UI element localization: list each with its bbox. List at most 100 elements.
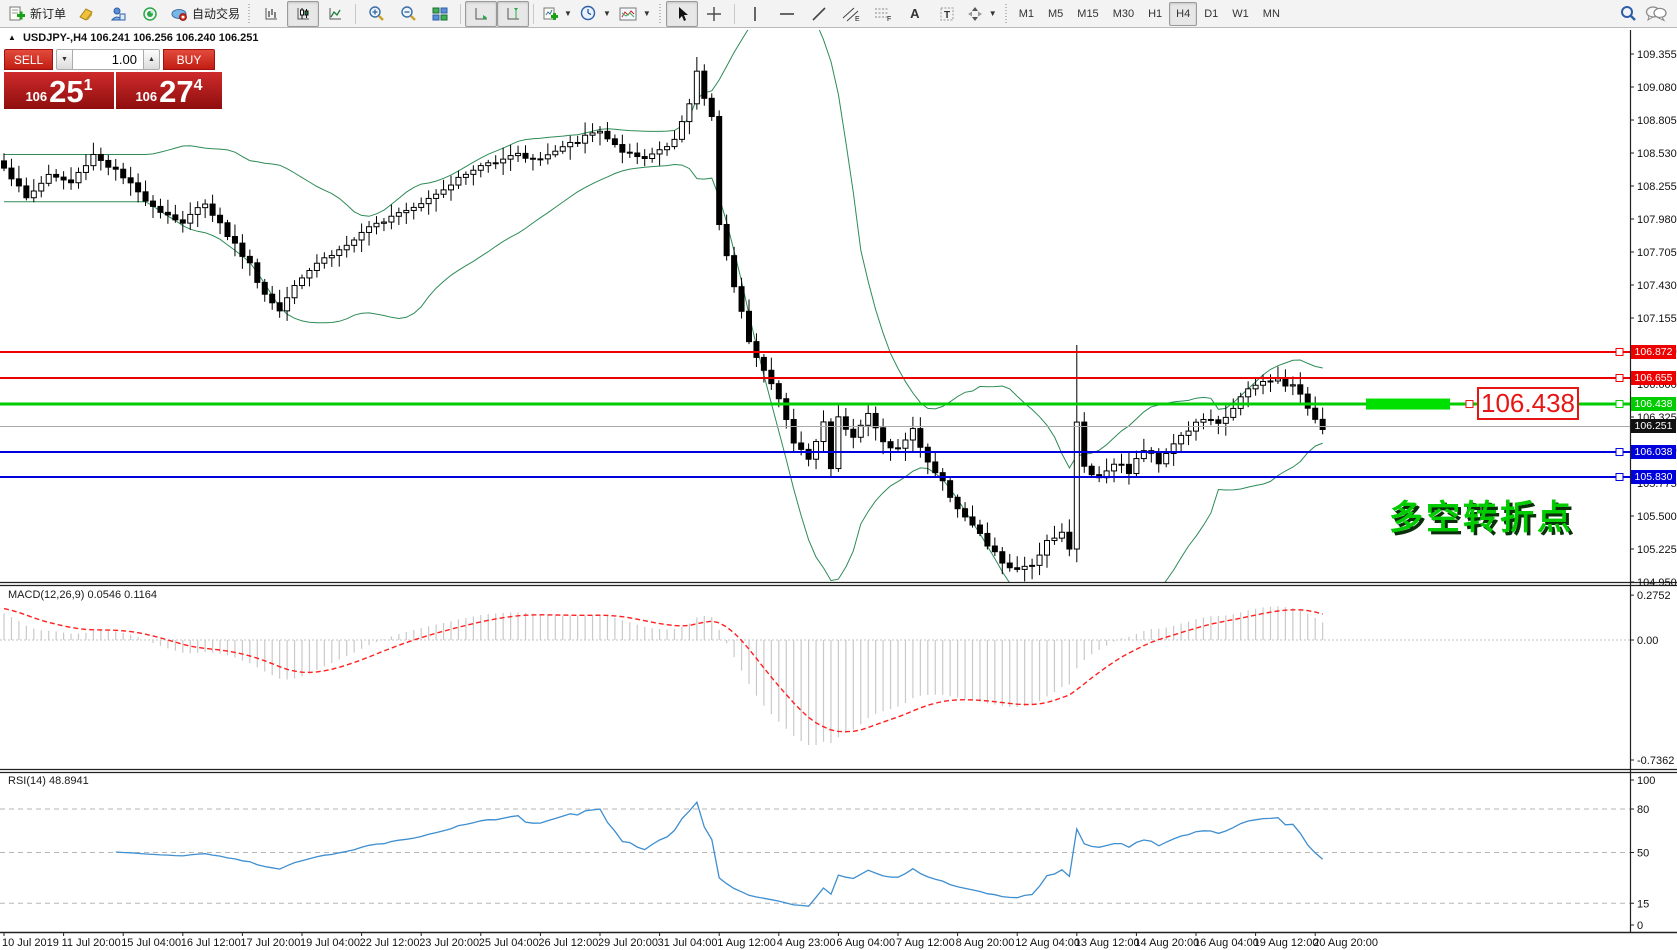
auto-trading-button[interactable]: 自动交易	[166, 1, 244, 27]
eraser-button[interactable]	[70, 1, 102, 27]
chart-window[interactable]: 109.355 109.080 108.805 108.530 108.255 107.9…	[0, 28, 1677, 950]
time-axis-label: 11 Jul 20:00	[62, 937, 121, 949]
sell-button[interactable]: SELL	[4, 49, 53, 70]
chart-shift-button[interactable]	[497, 0, 530, 27]
arrows-icon	[967, 6, 982, 21]
auto-scroll-icon	[475, 7, 488, 20]
horizontal-line-button[interactable]	[771, 1, 803, 27]
indicators-icon	[619, 7, 637, 20]
trendline-icon	[812, 6, 826, 21]
main-toolbar: 新订单 自动交易	[0, 0, 1677, 28]
sell-price-figure: 106	[25, 89, 48, 104]
search-icon[interactable]	[1620, 5, 1637, 22]
new-order-label: 新订单	[30, 7, 67, 21]
collapse-triangle-icon[interactable]: ▲	[8, 33, 16, 42]
indicators-button[interactable]: ▼	[615, 1, 655, 27]
buy-price-pips: 27	[159, 74, 194, 109]
time-axis-label: 10 Jul 2019	[2, 937, 59, 949]
timeframe-h4[interactable]: H4	[1169, 1, 1198, 26]
buy-price-figure: 106	[135, 89, 158, 104]
new-chart-button[interactable]: ▼	[538, 1, 576, 27]
dropdown-caret: ▼	[564, 9, 572, 18]
cursor-icon	[678, 6, 688, 21]
chat-icon[interactable]	[1645, 5, 1667, 22]
sell-price-display[interactable]: 106 25 1	[4, 72, 114, 109]
tile-windows-button[interactable]	[424, 1, 456, 27]
time-axis-label: 6 Aug 04:00	[836, 937, 895, 949]
timeframe-mn[interactable]: MN	[1262, 7, 1280, 20]
price-axis-label: 108.530	[1637, 148, 1677, 160]
auto-scroll-button[interactable]	[465, 0, 498, 27]
timeframe-w1[interactable]: W1	[1232, 7, 1249, 20]
dropdown-caret: ▼	[602, 9, 611, 18]
candlestick-chart-icon	[297, 7, 310, 19]
price-axis-label: 107.155	[1637, 313, 1677, 325]
buy-button[interactable]: BUY	[163, 49, 215, 70]
time-axis-label: 15 Jul 04:00	[121, 937, 181, 949]
timeframe-m5[interactable]: M5	[1048, 7, 1064, 20]
level-price-tag: 106.438	[1631, 397, 1676, 412]
macd-axis-label: -0.7362	[1637, 755, 1674, 767]
time-axis-label: 19 Jul 04:00	[300, 937, 360, 949]
timeframe-m15[interactable]: M15	[1077, 7, 1099, 20]
arrows-button[interactable]: ▼	[963, 1, 1001, 27]
rsi-axis-label: 100	[1637, 775, 1655, 787]
line-chart-button[interactable]	[319, 1, 351, 27]
zoom-out-button[interactable]	[392, 1, 424, 27]
rsi-indicator-label: RSI(14) 48.8941	[8, 775, 89, 787]
profile-button[interactable]	[102, 1, 134, 27]
new-order-button[interactable]: 新订单	[4, 1, 70, 27]
one-click-trade-panel: SELL ▼ ▲ BUY 106 25 1 106 27 4	[4, 49, 222, 109]
rsi-axis-label: 80	[1637, 804, 1649, 816]
vertical-line-button[interactable]	[739, 1, 771, 27]
crosshair-button[interactable]	[698, 1, 730, 27]
cursor-button[interactable]	[665, 0, 698, 27]
price-axis-label: 109.080	[1637, 82, 1677, 94]
time-axis-label: 17 Jul 20:00	[240, 937, 300, 949]
chart-plot[interactable]: 109.355 109.080 108.805 108.530 108.255 107.9…	[0, 28, 1677, 950]
zoom-out-icon	[400, 6, 416, 21]
volume-input[interactable]	[73, 49, 143, 70]
rsi-axis-label: 50	[1637, 848, 1649, 860]
buy-price-display[interactable]: 106 27 4	[116, 72, 222, 109]
time-axis-label: 31 Jul 04:00	[658, 937, 718, 949]
timeframe-d1[interactable]: D1	[1204, 7, 1219, 20]
fibonacci-button[interactable]: F	[867, 1, 899, 27]
macd-indicator-label: MACD(12,26,9) 0.0546 0.1164	[8, 589, 157, 601]
signal-icon	[143, 6, 157, 21]
eraser-icon	[79, 7, 93, 21]
price-axis-label: 109.355	[1637, 49, 1677, 61]
toolbar-separator	[460, 3, 462, 24]
signal-button[interactable]	[134, 1, 166, 27]
zoom-in-button[interactable]	[360, 1, 392, 27]
text-button[interactable]: A	[910, 6, 920, 21]
toolbar-separator	[733, 3, 735, 24]
channel-button[interactable]: E	[835, 1, 867, 27]
price-callout-box[interactable]: 106.438	[1477, 387, 1579, 420]
toolbar-separator	[533, 3, 535, 24]
level-price-tag: 106.655	[1631, 371, 1676, 385]
trendline-button[interactable]	[803, 1, 835, 27]
chart-title: ▲ USDJPY-,H4 106.241 106.256 106.240 106…	[8, 32, 258, 44]
bar-chart-button[interactable]	[255, 1, 287, 27]
text-label-button[interactable]: T	[931, 1, 963, 27]
time-axis-label: 12 Aug 04:00	[1015, 937, 1080, 949]
timeframe-m1[interactable]: M1	[1018, 7, 1034, 20]
volume-increase-button[interactable]: ▲	[143, 49, 160, 70]
time-axis-label: 16 Aug 04:00	[1194, 937, 1259, 949]
candlestick-chart-button[interactable]	[287, 0, 320, 27]
time-axis-label: 19 Aug 12:00	[1254, 937, 1319, 949]
vertical-line-icon	[753, 6, 756, 21]
periods-button[interactable]: ▼	[576, 1, 615, 27]
auto-trading-label: 自动交易	[192, 7, 241, 21]
buy-price-point: 4	[193, 77, 203, 94]
price-axis-label: 105.500	[1637, 511, 1677, 523]
time-axis-label: 13 Aug 12:00	[1075, 937, 1140, 949]
current-price-tag: 106.251	[1631, 419, 1676, 434]
timeframe-h1[interactable]: H1	[1148, 7, 1163, 20]
time-axis-label: 22 Jul 12:00	[360, 937, 420, 949]
timeframe-m30[interactable]: M30	[1112, 7, 1135, 20]
volume-decrease-button[interactable]: ▼	[56, 49, 73, 70]
turning-point-annotation[interactable]: 多空转折点	[1389, 498, 1574, 538]
dropdown-caret: ▼	[642, 9, 651, 18]
